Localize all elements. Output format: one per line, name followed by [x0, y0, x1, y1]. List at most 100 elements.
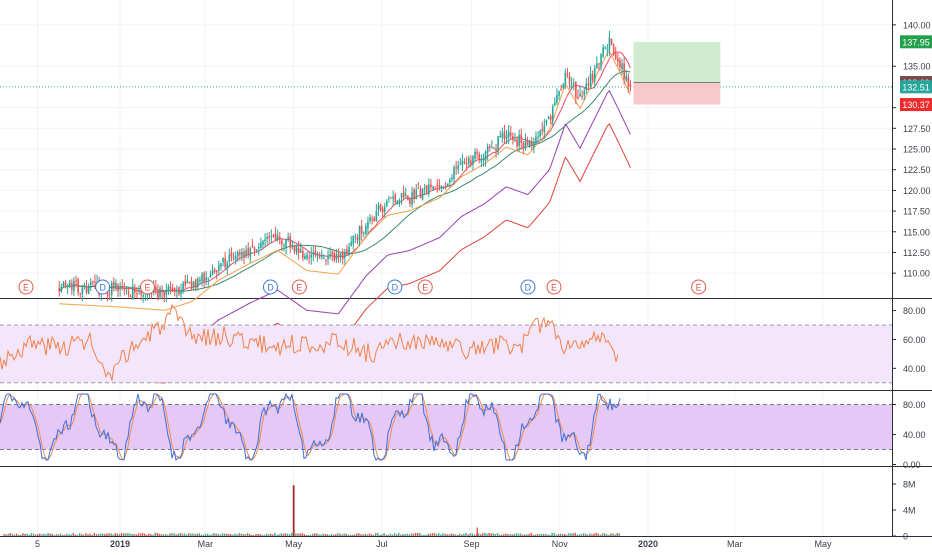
price-candle-body	[472, 156, 474, 165]
price-candle-body	[155, 286, 157, 291]
volume-bar	[444, 533, 446, 536]
price-candle-body	[251, 245, 254, 247]
price-candle-body	[121, 286, 124, 288]
price-candle-body	[539, 130, 541, 137]
price-candle-body	[430, 184, 432, 188]
volume-bar	[32, 533, 35, 536]
volume-bar	[104, 533, 106, 536]
price-candle-body	[545, 120, 548, 123]
volume-bar	[236, 534, 238, 536]
volume-bar	[599, 534, 602, 536]
price-candle-body	[134, 287, 136, 293]
event-marker[interactable]	[18, 279, 34, 295]
volume-bar	[589, 533, 591, 536]
price-candle-body	[577, 96, 579, 99]
price-axis-tick-label: 122.50	[903, 165, 931, 175]
volume-bar	[517, 533, 520, 536]
price-candle-body	[593, 67, 596, 82]
event-marker[interactable]	[417, 279, 433, 295]
volume-bar	[587, 534, 589, 536]
price-candle-body	[438, 185, 441, 188]
volume-bar	[564, 533, 566, 536]
volume-bar	[51, 533, 53, 536]
price-candle-body	[554, 102, 556, 105]
volume-bar	[183, 533, 186, 536]
volume-bar	[64, 534, 66, 536]
volume-bar	[585, 533, 587, 536]
volume-bar	[162, 534, 165, 536]
price-candle-body	[161, 290, 163, 292]
price-candle-body	[270, 235, 273, 237]
volume-bar	[146, 534, 148, 536]
volume-bar	[123, 533, 125, 536]
price-candle-body	[339, 253, 342, 257]
event-marker[interactable]	[291, 279, 307, 295]
price-candle-body	[186, 280, 189, 284]
event-marker[interactable]	[546, 279, 562, 295]
price-candle-body	[299, 249, 302, 253]
volume-bar	[364, 533, 366, 536]
volume-bar	[614, 534, 616, 536]
volume-bar	[490, 533, 492, 536]
price-candle-body	[482, 159, 485, 161]
volume-bar	[175, 534, 177, 536]
volume-bar	[57, 534, 60, 536]
event-marker[interactable]	[520, 279, 536, 295]
price-candle-body	[533, 142, 535, 148]
event-marker-label: D	[267, 282, 274, 292]
price-candle-body	[203, 272, 205, 283]
volume-bar	[341, 534, 343, 536]
price-candle-body	[232, 257, 235, 259]
volume-bar	[114, 533, 116, 536]
price-candle-body	[335, 254, 338, 261]
volume-bar	[345, 533, 347, 536]
rsi-axis-tick-label: 40.00	[903, 364, 926, 374]
price-candle-body	[543, 125, 546, 133]
volume-bar	[400, 534, 402, 536]
position-loss-zone[interactable]	[633, 82, 721, 105]
volume-bar	[7, 533, 9, 536]
price-candle-body	[463, 161, 466, 163]
volume-bar	[582, 533, 585, 536]
event-marker[interactable]	[691, 279, 707, 295]
event-marker[interactable]	[95, 279, 111, 295]
volume-bar	[95, 534, 98, 536]
volume-bar	[43, 533, 45, 536]
price-candle-body	[110, 282, 113, 295]
price-candle-body	[230, 252, 233, 257]
volume-bar	[158, 533, 161, 536]
event-marker[interactable]	[139, 279, 155, 295]
volume-bar	[301, 533, 303, 536]
volume-bar	[429, 533, 431, 536]
price-candle-body	[68, 281, 71, 287]
price-candle-body	[344, 251, 346, 258]
price-candle-body	[113, 281, 115, 286]
price-candle-body	[375, 210, 378, 222]
event-marker[interactable]	[262, 279, 278, 295]
price-candle-body	[58, 288, 61, 292]
price-candle-body	[127, 291, 130, 294]
price-candle-body	[62, 282, 65, 287]
volume-bar	[188, 533, 190, 536]
volume-bar	[578, 534, 581, 536]
volume-bar	[217, 533, 219, 536]
volume-bar	[181, 533, 184, 536]
volume-bar	[87, 534, 89, 536]
position-profit-zone[interactable]	[633, 41, 721, 83]
event-marker[interactable]	[387, 279, 403, 295]
price-candle-body	[610, 38, 613, 45]
price-candle-body	[444, 185, 447, 187]
price-candle-body	[362, 232, 365, 234]
price-candle-body	[621, 63, 623, 70]
volume-bar	[276, 534, 278, 536]
volume-bar	[20, 534, 22, 536]
price-candle-body	[623, 63, 625, 80]
volume-bar	[549, 534, 551, 536]
volume-bar	[351, 534, 354, 536]
price-axis-tick-label: 117.50	[903, 207, 930, 217]
volume-bar	[99, 533, 102, 536]
rsi-axis-tick-label: 80.00	[903, 306, 926, 316]
price-candle-body	[207, 278, 210, 280]
volume-bar	[154, 532, 156, 536]
